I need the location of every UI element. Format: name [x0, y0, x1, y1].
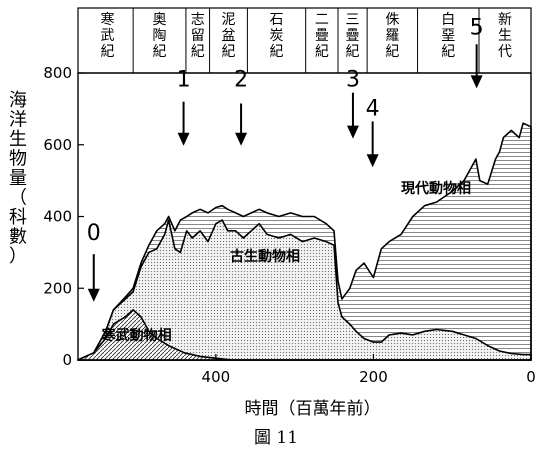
- period-label: 白堊紀: [441, 12, 455, 60]
- event-number: 4: [366, 96, 380, 121]
- fauna-label: 現代動物相: [401, 180, 471, 197]
- event-arrowhead: [235, 132, 248, 146]
- event-arrowhead: [87, 288, 100, 302]
- x-axis-label: 時間（百萬年前）: [245, 399, 381, 419]
- period-label: 泥盆紀: [221, 12, 235, 60]
- period-label: 侏羅紀: [385, 12, 399, 60]
- event-arrowhead: [470, 75, 483, 89]
- fauna-labels: 寒武動物相 古生動物相 現代動物相: [102, 180, 471, 344]
- y-tick-label: 0: [62, 351, 72, 369]
- y-tick-label: 200: [43, 279, 72, 297]
- x-tick-label: 400: [202, 368, 231, 386]
- figure-caption: 圖 11: [254, 428, 298, 448]
- event-number: 1: [177, 68, 191, 93]
- y-tick-label: 800: [43, 64, 72, 82]
- x-tick-label: 0: [526, 368, 536, 386]
- event-number: 0: [87, 221, 101, 246]
- event-number: 5: [470, 16, 484, 41]
- period-label: 寒武紀: [101, 11, 115, 60]
- period-label: 石炭紀: [270, 12, 284, 60]
- period-label: 志留紀: [191, 12, 205, 60]
- event-arrowhead: [346, 125, 359, 139]
- event-number: 2: [234, 68, 248, 93]
- paleozoic-fauna-area: [77, 219, 532, 361]
- y-axis-label: 海洋生物量（科數）: [9, 90, 27, 267]
- fauna-label: 寒武動物相: [102, 327, 172, 344]
- axes: 0 200 400 600 800 400 200 0: [43, 64, 535, 386]
- y-tick-label: 400: [43, 208, 72, 226]
- y-tick-label: 600: [43, 136, 72, 154]
- period-label: 奧陶紀: [153, 12, 167, 60]
- extinction-events: 0 1 2 34 5: [87, 16, 484, 302]
- period-label: 二疊紀: [315, 12, 329, 60]
- geologic-period-bar: 寒武紀 奧陶紀 志留紀 泥盆紀 石炭紀 二疊紀 三疊紀 侏羅紀 白堊紀 新生代: [77, 7, 532, 74]
- event-arrowhead: [366, 154, 379, 168]
- period-bar-frame: [77, 7, 532, 74]
- event-arrowhead: [177, 132, 190, 146]
- event-number: 3: [346, 68, 360, 93]
- period-label: 三疊紀: [346, 12, 360, 60]
- fauna-label: 古生動物相: [230, 248, 300, 265]
- fauna-areas: [77, 122, 532, 361]
- x-tick-label: 200: [359, 368, 388, 386]
- period-label: 新生代: [498, 12, 512, 60]
